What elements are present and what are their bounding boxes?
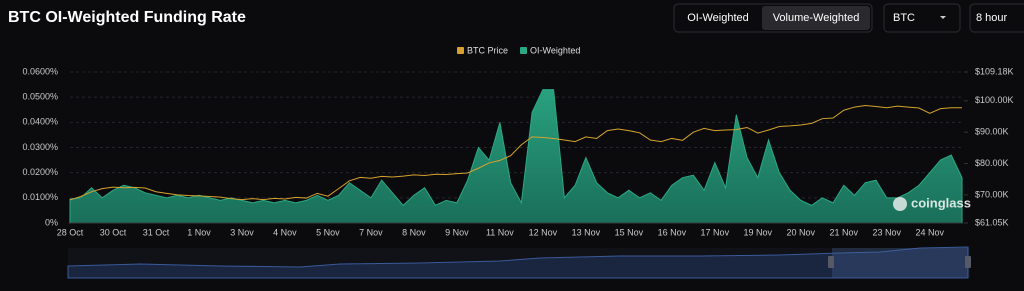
x-tick-label: 12 Nov (529, 227, 558, 237)
y2-tick-label: $109.18K (975, 66, 1014, 76)
y-tick-label: 0.0400% (22, 117, 58, 127)
x-tick-label: 30 Oct (100, 227, 127, 237)
y2-tick-label: $90.00K (975, 127, 1009, 137)
x-tick-label: 15 Nov (615, 227, 644, 237)
x-tick-label: 4 Nov (273, 227, 297, 237)
y-tick-label: 0.0100% (22, 192, 58, 202)
tab-label[interactable]: OI-Weighted (687, 12, 749, 24)
y-tick-label: 0.0300% (22, 142, 58, 152)
x-tick-label: 16 Nov (658, 227, 687, 237)
price-line (69, 105, 962, 201)
y-tick-label: 0.0600% (22, 66, 58, 76)
y2-tick-label: $100.00K (975, 95, 1014, 105)
x-tick-label: 1 Nov (187, 227, 211, 237)
legend-label: BTC Price (467, 45, 508, 55)
legend-label: OI-Weighted (530, 45, 580, 55)
x-tick-label: 11 Nov (486, 227, 514, 237)
interval-label[interactable]: 8 hour (976, 12, 1008, 24)
watermark-icon (893, 197, 907, 211)
navigator-handle[interactable] (965, 256, 971, 268)
x-tick-label: 17 Nov (701, 227, 730, 237)
tab-active[interactable] (676, 6, 760, 30)
x-tick-label: 9 Nov (445, 227, 469, 237)
symbol-label[interactable]: BTC (893, 12, 915, 24)
navigator-series (67, 246, 969, 279)
x-tick-label: 20 Nov (787, 227, 816, 237)
interval-select[interactable] (969, 3, 1024, 33)
tab-label[interactable]: Volume-Weighted (773, 12, 860, 24)
navigator-selection[interactable] (832, 248, 968, 278)
y2-tick-label: $61.05K (975, 217, 1009, 227)
y-tick-label: 0.0500% (22, 92, 58, 102)
symbol-select[interactable] (883, 3, 961, 33)
navigator-handle[interactable] (828, 256, 834, 268)
x-tick-label: 13 Nov (572, 227, 601, 237)
x-tick-label: 24 Nov (915, 227, 944, 237)
x-tick-label: 5 Nov (316, 227, 340, 237)
x-tick-label: 28 Oct (57, 227, 84, 237)
title: BTC OI-Weighted Funding Rate (8, 9, 246, 26)
x-tick-label: 3 Nov (230, 227, 254, 237)
x-tick-label: 23 Nov (873, 227, 902, 237)
legend-swatch (520, 47, 528, 54)
plot: 0% 0.0100% 0.0200% 0.0300% 0.0400% 0.0500% 0.0… (22, 45, 1013, 237)
y2-tick-label: $80.00K (975, 158, 1009, 168)
legend-swatch (457, 47, 464, 54)
watermark: coinglass (893, 195, 971, 211)
x-tick-label: 7 Nov (359, 227, 383, 237)
x-tick-label: 8 Nov (402, 227, 426, 237)
area (69, 89, 963, 224)
x-tick-label: 21 Nov (830, 227, 859, 237)
navigator (67, 246, 971, 279)
x-tick-label: 31 Oct (143, 227, 170, 237)
tab[interactable] (762, 6, 870, 30)
y-tick-label: 0.0200% (22, 167, 58, 177)
x-tick-label: 19 Nov (744, 227, 773, 237)
dropdown-caret (940, 16, 946, 19)
y2-tick-label: $70.00K (975, 189, 1009, 199)
y-tick-label: 0% (45, 217, 58, 227)
watermark-text: coinglass (911, 195, 971, 210)
